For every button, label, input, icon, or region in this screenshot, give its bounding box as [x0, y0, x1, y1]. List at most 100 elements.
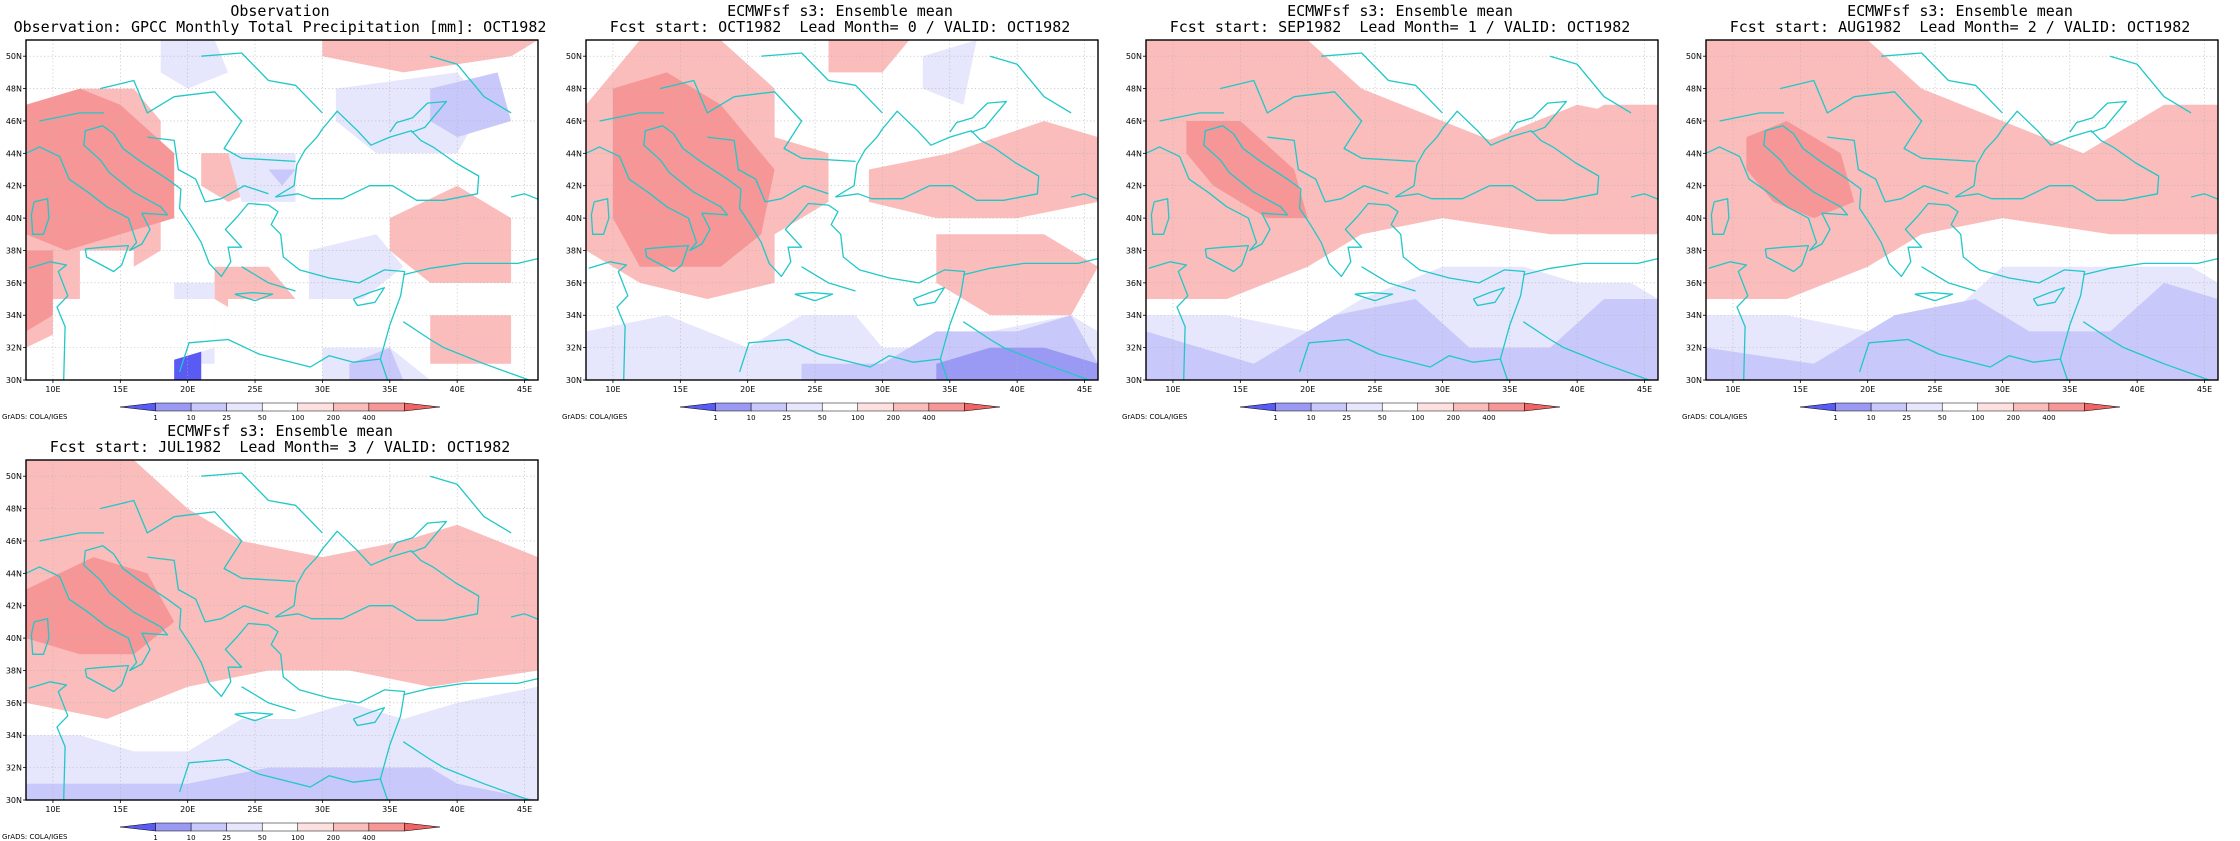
colorbar-arrow-high — [1524, 402, 1561, 412]
precip-region — [26, 250, 53, 332]
y-tick-label: 30N — [6, 796, 22, 805]
x-tick-label: 25E — [807, 385, 822, 394]
y-tick-label: 36N — [1126, 279, 1142, 288]
x-tick-label: 10E — [605, 385, 620, 394]
colorbar-arrow-high — [404, 822, 441, 832]
colorbar-swatch — [226, 822, 263, 832]
colorbar-level-label: 1 — [1273, 414, 1277, 422]
shading-layer — [586, 40, 1098, 380]
precip-region — [26, 88, 175, 251]
x-tick-label: 15E — [673, 385, 688, 394]
colorbar-swatch — [1870, 402, 1907, 412]
coastline — [1267, 136, 1389, 203]
precip-region — [2029, 153, 2218, 202]
colorbar-swatch — [750, 402, 787, 412]
y-tick-label: 44N — [566, 149, 582, 158]
colorbar-arrow-low — [1799, 402, 1836, 412]
colorbar-arrow-low — [1239, 402, 1276, 412]
coastline — [201, 472, 323, 534]
colorbar-swatch — [1275, 402, 1312, 412]
colorbar-swatch — [1310, 402, 1347, 412]
colorbar-level-label: 50 — [258, 834, 267, 841]
coastlines — [586, 52, 1098, 380]
observation-panel: Observation Observation: GPCC Monthly To… — [0, 0, 560, 422]
x-tick-label: 20E — [1860, 385, 1875, 394]
colorbar-swatch — [1453, 402, 1490, 412]
coastline — [1219, 79, 1416, 163]
y-tick-label: 38N — [6, 246, 22, 255]
shading-layer — [1706, 40, 2218, 380]
coastline — [1472, 287, 1506, 307]
colorbar-level-label: 1 — [153, 834, 157, 841]
y-tick-label: 34N — [1686, 311, 1702, 320]
y-tick-label: 32N — [566, 344, 582, 353]
coastline — [1706, 125, 2086, 373]
coastline — [1150, 198, 1170, 235]
colorbar-swatch — [261, 402, 299, 412]
precipitation-map: 10E 15E 20E 25E 30E 35E 40E 45E 30N 32N 34N 36N 38N 4… — [6, 459, 539, 841]
y-tick-label: 48N — [1686, 85, 1702, 94]
colorbar-swatch — [928, 402, 965, 412]
coastline — [2083, 257, 2218, 276]
colorbar-level-label: 25 — [1342, 414, 1351, 422]
y-tick-label: 30N — [1126, 376, 1142, 385]
coastline — [84, 664, 130, 693]
colorbar-swatch — [155, 402, 192, 412]
x-tick-label: 15E — [113, 805, 128, 814]
colorbar-swatch — [1346, 402, 1383, 412]
x-tick-label: 30E — [315, 805, 330, 814]
colorbar-arrow-high — [2084, 402, 2121, 412]
coastline — [30, 618, 50, 655]
coastline — [352, 707, 386, 727]
coastline — [939, 358, 949, 380]
coastline — [99, 499, 296, 583]
x-tick-label: 15E — [1793, 385, 1808, 394]
x-tick-label: 10E — [1165, 385, 1180, 394]
y-tick-label: 46N — [1686, 117, 1702, 126]
y-tick-label: 36N — [6, 279, 22, 288]
coastline — [1394, 110, 1600, 201]
coastline — [537, 637, 538, 639]
coastline — [147, 136, 269, 203]
panel-title: ECMWFsf s3: Ensemble mean — [727, 2, 953, 20]
forecast-lead3-panel: ECMWFsf s3: Ensemble mean Fcst start: JU… — [0, 420, 560, 841]
colorbar-swatch — [333, 822, 370, 832]
grads-credit: GrADS: COLA/IGES — [1682, 413, 1748, 421]
y-tick-label: 40N — [6, 214, 22, 223]
colorbar-level-label: 1 — [1833, 414, 1837, 422]
y-tick-label: 38N — [1686, 246, 1702, 255]
map-frame — [1705, 39, 2219, 381]
panel-title: ECMWFsf s3: Ensemble mean — [167, 422, 393, 440]
coastline — [659, 79, 856, 163]
colorbar-level-label: 200 — [2007, 414, 2020, 422]
colorbar-level-label: 10 — [1867, 414, 1876, 422]
colorbar-level-label: 50 — [1378, 414, 1387, 422]
colorbar-level-label: 100 — [851, 414, 864, 422]
precip-region — [1415, 104, 1658, 202]
colorbar-level-label: 100 — [1971, 414, 1984, 422]
colorbar-level-label: 50 — [818, 414, 827, 422]
panel-subtitle: Fcst start: AUG1982 Lead Month= 2 / VALI… — [1729, 18, 2191, 36]
colorbar: 1 10 25 50 100 200 400 — [119, 822, 441, 841]
precip-region — [26, 767, 538, 800]
x-tick-label: 40E — [450, 805, 465, 814]
precip-region — [268, 169, 296, 186]
precip-region — [26, 460, 538, 719]
grads-credit: GrADS: COLA/IGES — [1122, 413, 1188, 421]
colorbar-level-label: 400 — [922, 414, 935, 422]
grid-lines — [1706, 40, 2218, 380]
y-tick-label: 34N — [6, 731, 22, 740]
colorbar-swatch — [261, 822, 299, 832]
coastline — [794, 291, 834, 302]
precip-region — [26, 557, 175, 655]
y-tick-label: 40N — [566, 214, 582, 223]
colorbar: 1 10 25 50 100 200 400 — [119, 402, 441, 422]
colorbar-level-label: 400 — [1482, 414, 1495, 422]
coastline — [2059, 358, 2069, 380]
coastline — [599, 112, 665, 122]
coastline — [402, 321, 532, 380]
y-tick-label: 36N — [566, 279, 582, 288]
coastline — [588, 261, 629, 380]
coastline — [1764, 244, 1810, 273]
y-tick-label: 40N — [1686, 214, 1702, 223]
